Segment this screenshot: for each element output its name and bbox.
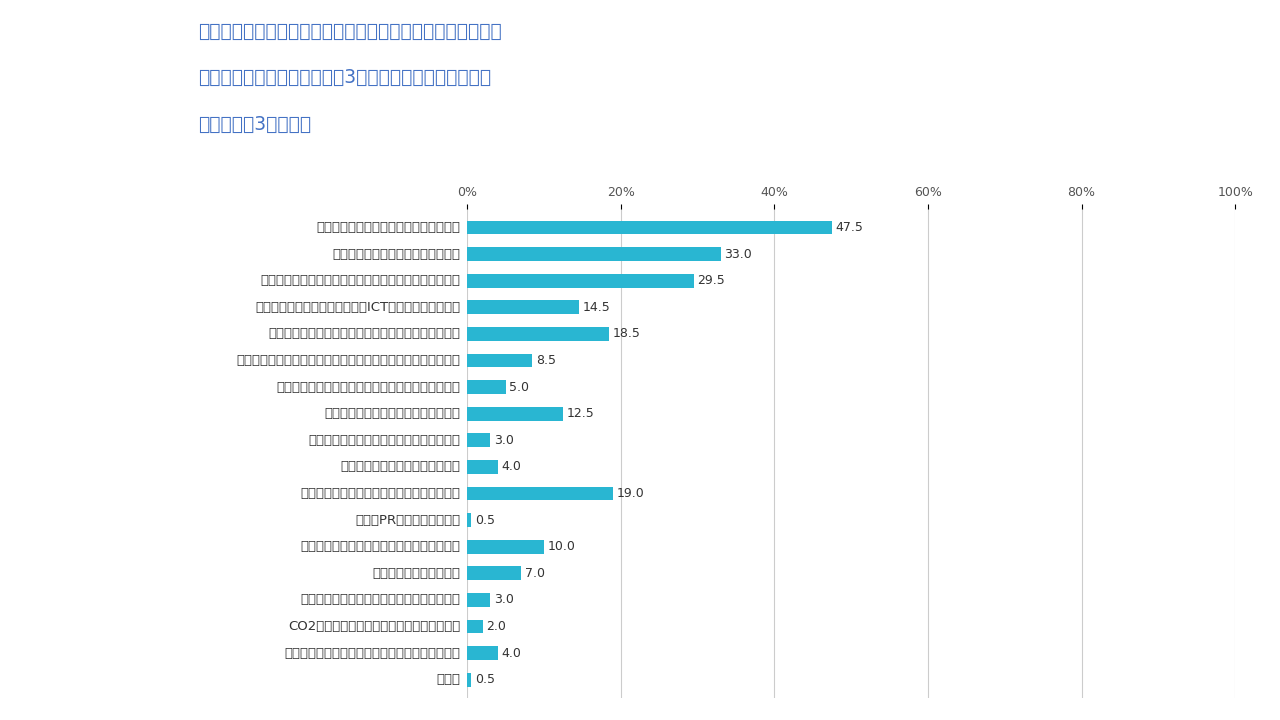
Text: 7.0: 7.0 (525, 567, 545, 580)
Text: 同僚と気軽にコミュニケーションできる場所が用意されている: 同僚と気軽にコミュニケーションできる場所が用意されている (237, 354, 461, 367)
Text: 19.0: 19.0 (617, 487, 645, 500)
Text: 自分の仕事や身体に合った、机の広さが確保されている: 自分の仕事や身体に合った、机の広さが確保されている (261, 274, 461, 287)
Bar (467, 433, 490, 447)
Bar (467, 487, 613, 500)
Text: コロナの感染予防対策がしっかりされている: コロナの感染予防対策がしっかりされている (301, 540, 461, 553)
Text: CO2削減、省エネ、省資源が意識されている: CO2削減、省エネ、省資源が意識されている (288, 620, 461, 633)
Text: 18.5: 18.5 (613, 328, 641, 341)
Text: 8.5: 8.5 (536, 354, 557, 367)
Text: 顧客にPRできる空間がある: 顧客にPRできる空間がある (356, 513, 461, 526)
Bar (467, 327, 609, 341)
Text: 防音対策がしっかりなされている: 防音対策がしっかりなされている (340, 460, 461, 474)
Text: あなたがオフィスの設備環境に求めていることは何ですか。: あなたがオフィスの設備環境に求めていることは何ですか。 (198, 22, 502, 40)
Text: 収納スペースが十分に用意されている: 収納スペースが十分に用意されている (325, 408, 461, 420)
Text: 33.0: 33.0 (724, 248, 753, 261)
Text: 10.0: 10.0 (548, 540, 576, 553)
Text: 47.5: 47.5 (836, 221, 864, 234)
Bar (467, 300, 579, 314)
Text: 業務に集中できる環境が用意されている: 業務に集中できる環境が用意されている (316, 221, 461, 234)
Text: セキュリティ対策がしっかりなされている: セキュリティ対策がしっかりなされている (308, 433, 461, 447)
Text: 心身ともにリフレッシュできる場所が用意されている: 心身ともにリフレッシュできる場所が用意されている (269, 328, 461, 341)
Text: 3.0: 3.0 (494, 433, 515, 447)
Text: ネットワークやウェブ会議などICT環境が充実している: ネットワークやウェブ会議などICT環境が充実している (256, 301, 461, 314)
Text: 会議・打ち合わせスペースが十分に用意されている: 会議・打ち合わせスペースが十分に用意されている (276, 381, 461, 394)
Text: 12.5: 12.5 (567, 408, 595, 420)
Text: 4.0: 4.0 (502, 460, 522, 474)
Text: その他: その他 (436, 673, 461, 686)
Text: 狭さを感じない（ゆとりを感じる）: 狭さを感じない（ゆとりを感じる） (333, 248, 461, 261)
Text: 植物や自然素材などが内装に取り入れられている: 植物や自然素材などが内装に取り入れられている (284, 647, 461, 660)
Bar (467, 247, 721, 261)
Bar (467, 513, 471, 527)
Bar (467, 407, 563, 420)
Text: 自然災害への防災対策がしっかりされている: 自然災害への防災対策がしっかりされている (301, 593, 461, 606)
Bar (467, 354, 532, 367)
Text: 5.0: 5.0 (509, 381, 530, 394)
Text: 2.0: 2.0 (486, 620, 507, 633)
Text: 0.5: 0.5 (475, 513, 495, 526)
Text: 耐震性の高い建物である: 耐震性の高い建物である (372, 567, 461, 580)
Bar (467, 647, 498, 660)
Bar (467, 673, 471, 687)
Text: 清潔性が保たれ、整理整頓が行き届いている: 清潔性が保たれ、整理整頓が行き届いている (301, 487, 461, 500)
Bar (467, 540, 544, 554)
Text: 29.5: 29.5 (698, 274, 726, 287)
Bar (467, 380, 506, 394)
Bar (467, 620, 483, 634)
Text: 4.0: 4.0 (502, 647, 522, 660)
Bar (467, 593, 490, 607)
Text: （お答えは3つまで）: （お答えは3つまで） (198, 115, 311, 134)
Bar (467, 460, 498, 474)
Bar (467, 567, 521, 580)
Text: 0.5: 0.5 (475, 673, 495, 686)
Text: 求めることが複数ある場合は3つまででお答えください。: 求めることが複数ある場合は3つまででお答えください。 (198, 68, 492, 87)
Text: 14.5: 14.5 (582, 301, 611, 314)
Bar (467, 220, 832, 234)
Text: 3.0: 3.0 (494, 593, 515, 606)
Bar (467, 274, 694, 287)
